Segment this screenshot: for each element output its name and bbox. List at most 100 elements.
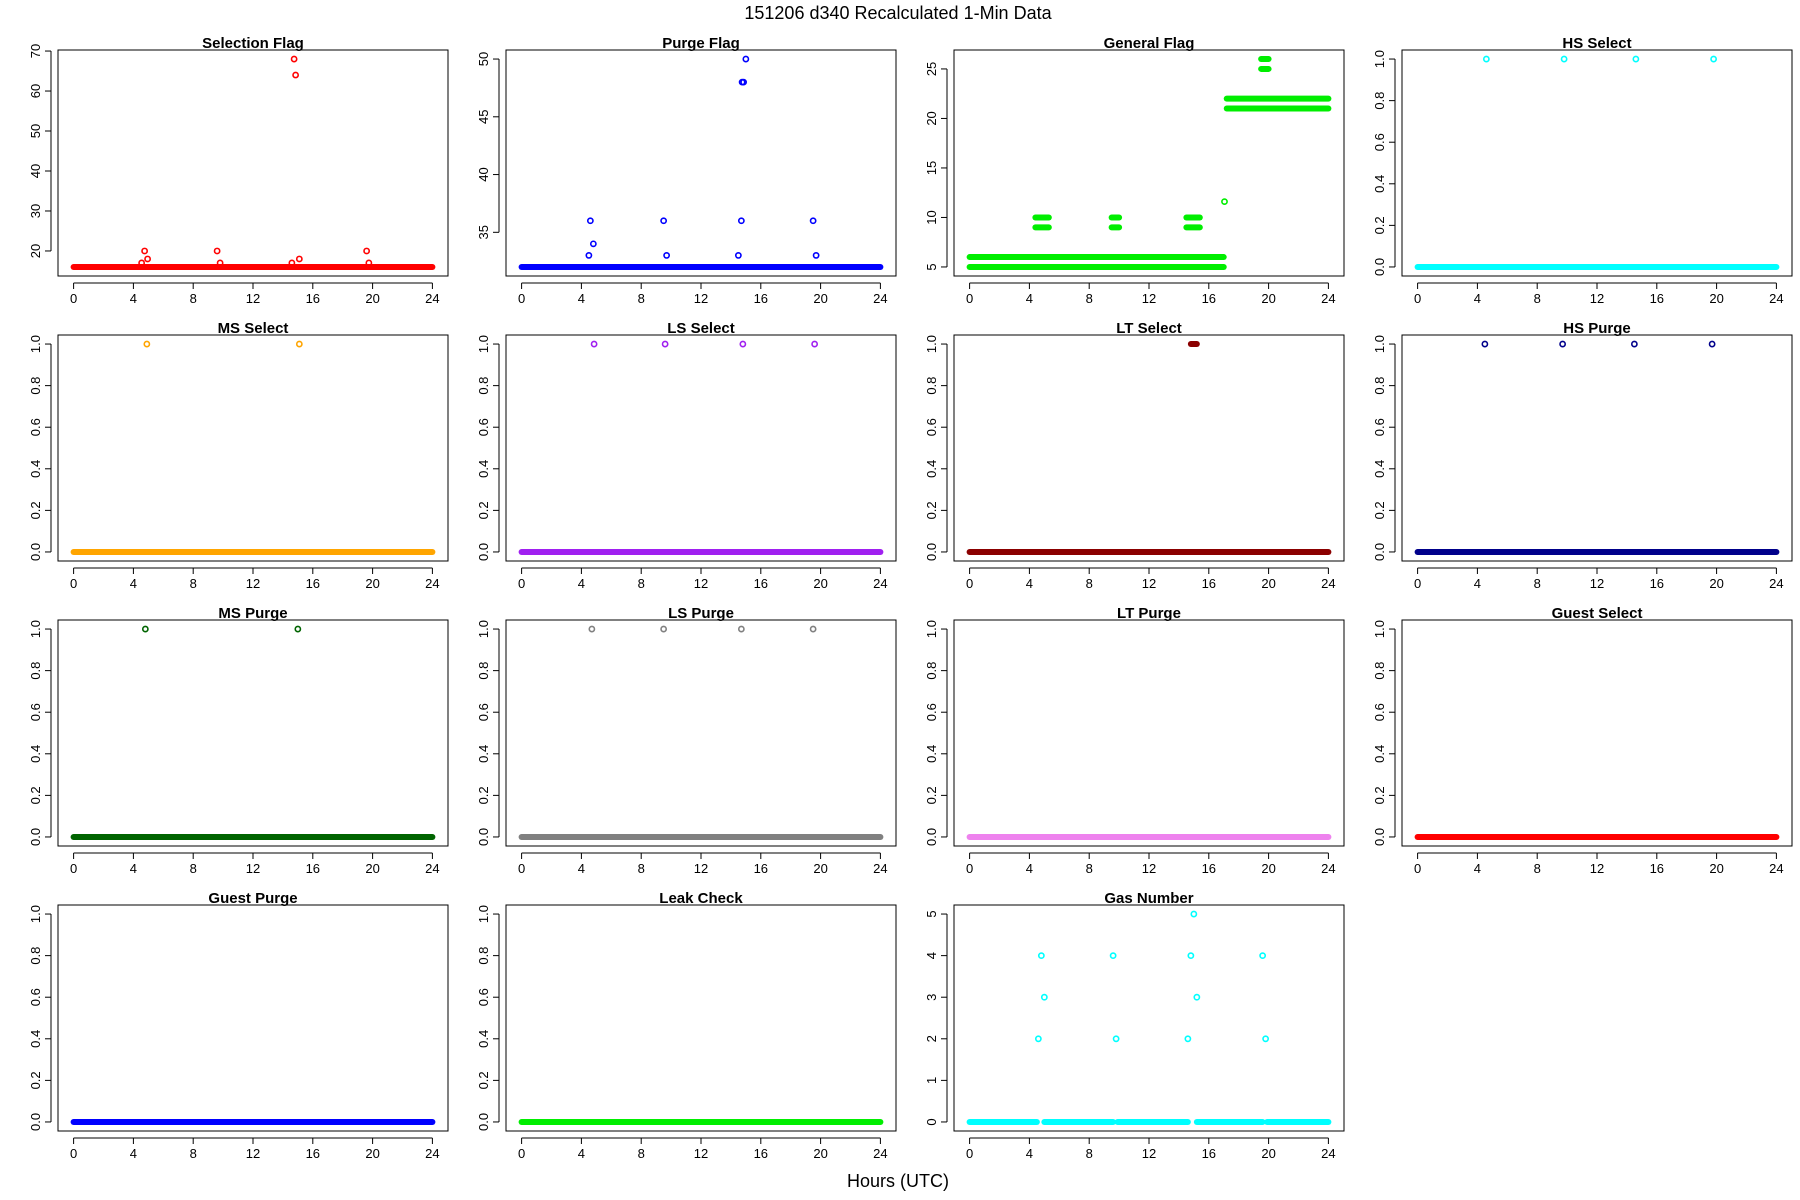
panel-purge-flag: Purge Flag 0 4 8 12 16 20 24 35 40 45 50 bbox=[476, 35, 897, 306]
y-tick-label: 0.2 bbox=[28, 1071, 43, 1089]
y-tick-label: 0.6 bbox=[476, 703, 491, 721]
x-tick-label: 8 bbox=[638, 861, 645, 876]
y-tick-label: 1.0 bbox=[1372, 335, 1387, 353]
data-point bbox=[660, 625, 668, 633]
data-point bbox=[588, 625, 596, 633]
x-tick-label: 0 bbox=[1414, 861, 1421, 876]
panel-title: MS Purge bbox=[218, 605, 287, 622]
y-tick-label: 1.0 bbox=[476, 620, 491, 638]
y-tick-label: 10 bbox=[924, 210, 939, 224]
y-tick-label: 30 bbox=[28, 204, 43, 218]
data-point bbox=[1559, 340, 1567, 348]
x-tick-label: 8 bbox=[190, 576, 197, 591]
y-tick-label: 2 bbox=[924, 1035, 939, 1042]
x-tick-label: 20 bbox=[365, 861, 379, 876]
panel-title: Gas Number bbox=[1104, 890, 1193, 907]
x-tick-label: 8 bbox=[1534, 861, 1541, 876]
panel-title: Guest Select bbox=[1552, 605, 1643, 622]
y-tick-label: 0.4 bbox=[476, 745, 491, 763]
x-tick-label: 4 bbox=[1026, 576, 1033, 591]
y-tick-label: 1.0 bbox=[476, 335, 491, 353]
data-point bbox=[363, 247, 371, 255]
y-tick-label: 45 bbox=[476, 110, 491, 124]
x-tick-label: 20 bbox=[365, 291, 379, 306]
y-tick-label: 0.4 bbox=[28, 745, 43, 763]
y-tick-label: 0.4 bbox=[1372, 175, 1387, 193]
y-tick-label: 20 bbox=[28, 244, 43, 258]
x-tick-label: 0 bbox=[518, 291, 525, 306]
data-point bbox=[141, 247, 149, 255]
x-tick-label: 20 bbox=[813, 1146, 827, 1161]
figure-xlabel: Hours (UTC) bbox=[847, 1171, 949, 1191]
x-tick-label: 24 bbox=[1769, 291, 1783, 306]
data-point bbox=[1710, 55, 1718, 63]
x-tick-label: 20 bbox=[1261, 576, 1275, 591]
x-tick-label: 12 bbox=[694, 291, 708, 306]
panel-guest-select: Guest Select 0 4 8 12 16 20 24 0.0 0.2 0.4 0.6 0.8 1.… bbox=[1372, 605, 1793, 876]
data-point bbox=[661, 340, 669, 348]
panel-title: Selection Flag bbox=[202, 35, 304, 52]
y-tick-label: 0.2 bbox=[924, 786, 939, 804]
y-tick-label: 0.2 bbox=[1372, 501, 1387, 519]
x-tick-label: 8 bbox=[1534, 291, 1541, 306]
y-tick-label: 0.6 bbox=[1372, 703, 1387, 721]
x-tick-label: 12 bbox=[246, 861, 260, 876]
data-point bbox=[660, 217, 668, 225]
x-tick-label: 16 bbox=[754, 1146, 768, 1161]
panel-ls-purge: LS Purge 0 4 8 12 16 20 24 0.0 0.2 0.4 0.6 0.8 1.0 bbox=[476, 605, 897, 876]
plot-frame bbox=[505, 49, 897, 277]
x-tick-label: 0 bbox=[1414, 576, 1421, 591]
y-tick-label: 0.2 bbox=[476, 786, 491, 804]
data-point bbox=[1037, 952, 1045, 960]
data-point bbox=[1190, 910, 1198, 918]
x-tick-label: 20 bbox=[365, 576, 379, 591]
x-tick-label: 16 bbox=[1650, 861, 1664, 876]
x-tick-label: 24 bbox=[1769, 861, 1783, 876]
panel-general-flag: General Flag 0 4 8 12 16 20 24 5 10 15 20 25 bbox=[924, 35, 1345, 306]
panel-selection-flag: Selection Flag 0 4 8 12 16 20 24 20 30 40 50 60 70 bbox=[28, 35, 449, 306]
y-tick-label: 0 bbox=[924, 1118, 939, 1125]
y-tick-label: 0.8 bbox=[476, 947, 491, 965]
x-tick-label: 16 bbox=[1202, 291, 1216, 306]
data-point bbox=[143, 340, 151, 348]
y-tick-label: 50 bbox=[476, 52, 491, 66]
data-point bbox=[812, 252, 820, 259]
y-tick-label: 0.6 bbox=[1372, 418, 1387, 436]
x-tick-label: 24 bbox=[425, 1146, 439, 1161]
x-tick-label: 16 bbox=[1202, 1146, 1216, 1161]
x-tick-label: 0 bbox=[966, 1146, 973, 1161]
y-tick-label: 0.8 bbox=[1372, 377, 1387, 395]
panel-ms-purge: MS Purge 0 4 8 12 16 20 24 0.0 0.2 0.4 0.6 0.8 1.0 bbox=[28, 605, 449, 876]
data-point bbox=[734, 252, 742, 259]
y-tick-label: 0.0 bbox=[924, 828, 939, 846]
x-tick-label: 0 bbox=[518, 861, 525, 876]
y-tick-label: 0.4 bbox=[1372, 460, 1387, 478]
y-tick-label: 1 bbox=[924, 1077, 939, 1084]
data-point bbox=[288, 259, 296, 267]
x-tick-label: 8 bbox=[1534, 576, 1541, 591]
x-tick-label: 20 bbox=[1261, 1146, 1275, 1161]
x-tick-label: 16 bbox=[306, 291, 320, 306]
x-tick-label: 16 bbox=[1650, 291, 1664, 306]
x-tick-label: 8 bbox=[1086, 291, 1093, 306]
panel-title: HS Select bbox=[1562, 35, 1631, 52]
y-tick-label: 0.2 bbox=[476, 501, 491, 519]
panel-title: General Flag bbox=[1104, 35, 1195, 52]
x-tick-label: 12 bbox=[1590, 576, 1604, 591]
x-tick-label: 8 bbox=[638, 576, 645, 591]
data-point bbox=[737, 217, 745, 225]
y-tick-label: 0.4 bbox=[924, 745, 939, 763]
y-tick-label: 0.2 bbox=[924, 501, 939, 519]
y-tick-label: 0.6 bbox=[28, 988, 43, 1006]
y-tick-label: 15 bbox=[924, 161, 939, 175]
data-point bbox=[1112, 1035, 1120, 1043]
y-tick-label: 1.0 bbox=[28, 335, 43, 353]
x-tick-label: 0 bbox=[966, 861, 973, 876]
x-tick-label: 24 bbox=[1321, 861, 1335, 876]
panel-title: Leak Check bbox=[659, 890, 743, 907]
y-tick-label: 50 bbox=[28, 124, 43, 138]
y-tick-label: 0.2 bbox=[1372, 786, 1387, 804]
x-tick-label: 24 bbox=[425, 576, 439, 591]
